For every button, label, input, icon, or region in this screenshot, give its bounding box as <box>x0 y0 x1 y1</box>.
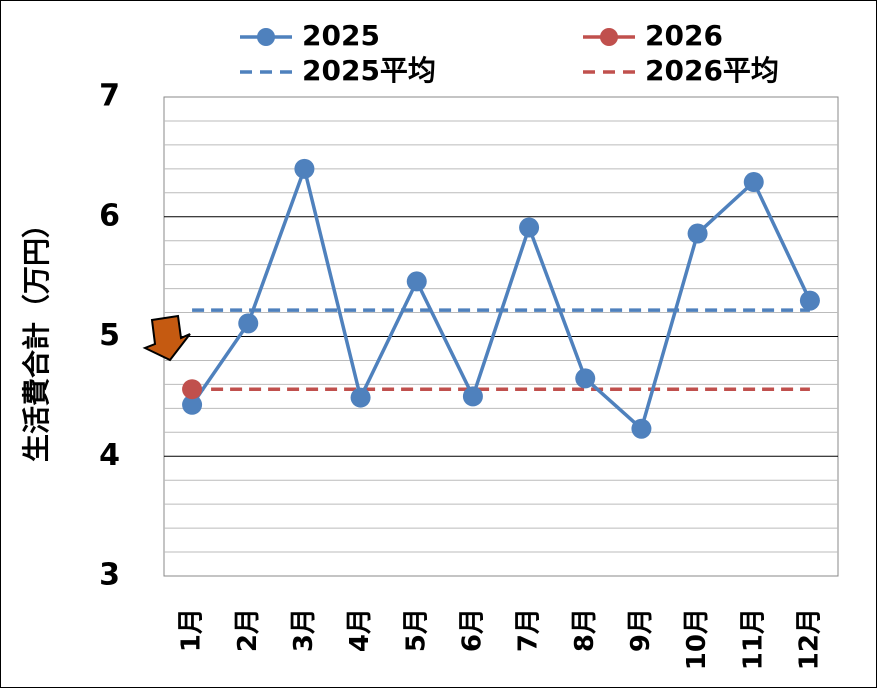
y-tick-label: 7 <box>99 79 120 114</box>
data-point <box>294 158 315 179</box>
data-point <box>182 379 203 400</box>
x-tick-label: 4月 <box>345 608 375 652</box>
data-point <box>743 172 764 193</box>
data-point <box>799 290 820 311</box>
x-tick-label: 11月 <box>738 608 768 670</box>
x-tick-label: 6月 <box>457 608 487 652</box>
x-tick-label: 12月 <box>794 608 824 670</box>
series-line <box>190 162 812 432</box>
legend-label: 2025平均 <box>302 54 436 87</box>
data-point <box>238 313 259 334</box>
data-point <box>406 271 427 292</box>
x-tick-label: 9月 <box>626 608 656 652</box>
data-point <box>350 387 371 408</box>
y-axis-label: 生活費合計（万円） <box>20 210 53 462</box>
arrow-annotation <box>142 314 191 362</box>
x-tick-label: 5月 <box>401 608 431 652</box>
data-point <box>631 418 652 439</box>
data-point <box>687 223 708 244</box>
data-point <box>519 217 540 238</box>
x-tick-label: 2月 <box>233 608 263 652</box>
x-tick-label: 10月 <box>682 608 712 670</box>
legend-label: 2026平均 <box>645 54 779 87</box>
data-point <box>182 394 203 415</box>
x-tick-label: 3月 <box>289 608 319 652</box>
data-point <box>575 368 596 389</box>
y-tick-label: 6 <box>99 198 120 233</box>
x-tick-label: 1月 <box>177 608 207 652</box>
x-tick-label: 7月 <box>514 608 544 652</box>
x-tick-label: 8月 <box>570 608 600 652</box>
legend-label: 2025 <box>302 19 380 52</box>
y-tick-label: 3 <box>99 558 120 593</box>
data-point <box>462 386 483 407</box>
legend-marker <box>600 28 618 46</box>
y-tick-label: 4 <box>99 438 120 473</box>
legend-marker <box>257 28 275 46</box>
y-tick-label: 5 <box>99 318 120 353</box>
legend-label: 2026 <box>645 19 723 52</box>
